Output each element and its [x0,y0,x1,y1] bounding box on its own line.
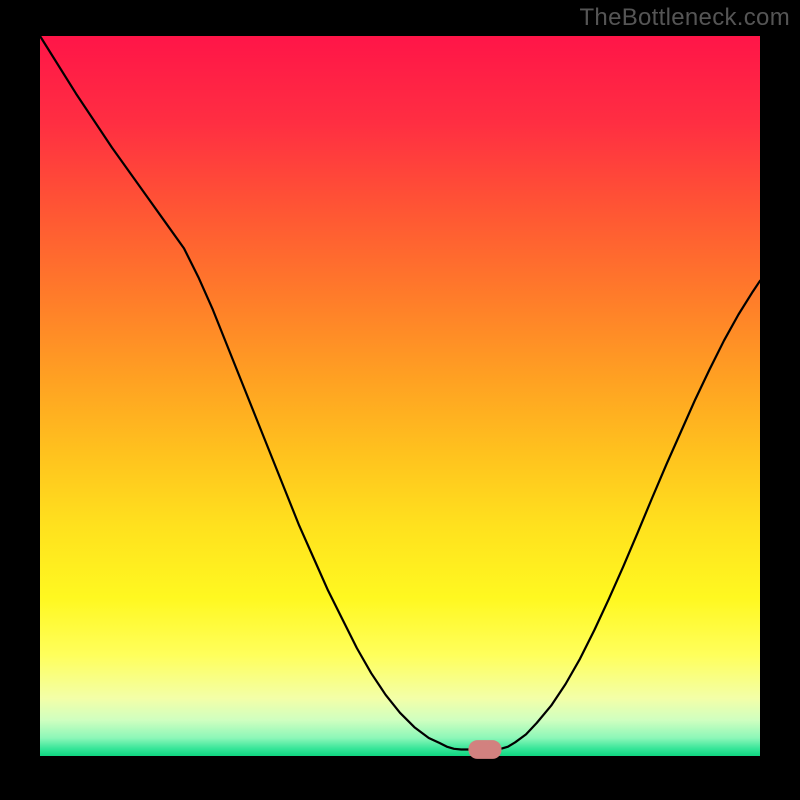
bottleneck-marker [468,740,501,759]
plot-background [40,36,760,756]
watermark-text: TheBottleneck.com [579,4,790,32]
marker-pill [468,740,501,759]
chart-stage: TheBottleneck.com [0,0,800,800]
bottleneck-chart [0,0,800,800]
